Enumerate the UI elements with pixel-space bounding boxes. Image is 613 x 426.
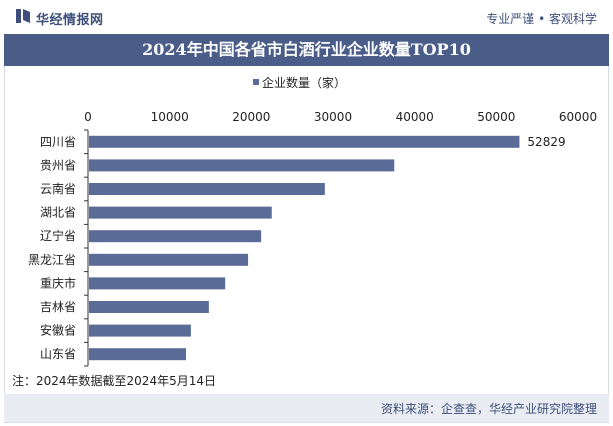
bar	[89, 348, 186, 361]
bar	[89, 230, 262, 243]
category-label: 贵州省	[40, 158, 76, 172]
category-label: 湖北省	[40, 205, 76, 220]
data-labels: 52829	[527, 135, 565, 149]
category-label: 黑龙江省	[28, 253, 76, 267]
category-label: 辽宁省	[40, 228, 76, 243]
bars	[89, 135, 520, 361]
x-tick-label: 0	[84, 110, 92, 124]
brand-name: 华经情报网	[36, 13, 104, 28]
chart-frame	[4, 66, 609, 423]
bar	[89, 277, 226, 290]
legend-label: 企业数量（家）	[262, 75, 346, 90]
logo-icon	[16, 9, 30, 23]
legend-swatch	[253, 79, 259, 85]
category-label: 四川省	[40, 135, 76, 149]
bar	[89, 253, 249, 266]
slogan: 专业严谨 • 客观科学	[486, 12, 597, 26]
x-tick-label: 40000	[396, 110, 434, 124]
footer-bar: 资料来源：企查查，华经产业研究院整理	[4, 394, 609, 422]
bar	[89, 301, 209, 313]
x-tick-label: 30000	[314, 110, 352, 124]
category-label: 山东省	[40, 347, 76, 361]
category-label: 吉林省	[40, 300, 76, 314]
footnote: 注：2024年数据截至2024年5月14日	[12, 374, 216, 388]
bar	[89, 183, 325, 195]
source-text: 资料来源：企查查，华经产业研究院整理	[380, 402, 597, 416]
x-axis-ticks: 0 10000 20000 30000 40000 50000 60000	[84, 110, 597, 124]
x-tick-label: 60000	[559, 110, 597, 124]
bar	[89, 135, 520, 148]
title-bar: 2024年中国各省市白酒行业企业数量TOP10	[4, 34, 609, 66]
bar	[89, 324, 191, 337]
data-label: 52829	[527, 135, 565, 149]
chart-title: 2024年中国各省市白酒行业企业数量TOP10	[142, 40, 471, 59]
x-tick-label: 10000	[151, 110, 189, 124]
category-label: 重庆市	[40, 275, 76, 290]
bar	[89, 206, 272, 219]
top-bar: 华经情报网 专业严谨 • 客观科学	[0, 0, 613, 34]
bar	[89, 159, 395, 172]
x-tick-label: 50000	[477, 110, 515, 124]
x-tick-label: 20000	[232, 110, 270, 124]
category-label: 云南省	[40, 181, 76, 196]
legend: 企业数量（家）	[253, 75, 346, 90]
category-label: 安徽省	[40, 323, 76, 338]
